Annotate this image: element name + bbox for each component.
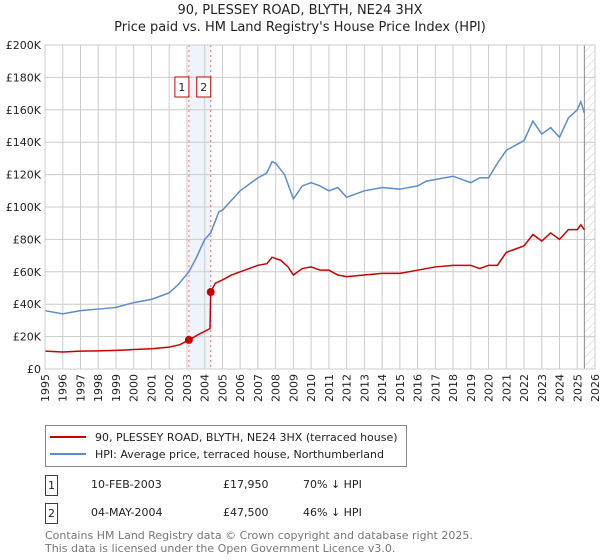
transaction-date: 04-MAY-2004 [91, 506, 163, 519]
x-tick-label: 2005 [216, 374, 229, 402]
x-tick-label: 2012 [341, 374, 354, 402]
y-tick-label: £60K [13, 266, 42, 279]
y-tick-label: £0 [27, 363, 41, 376]
transaction-price: £47,500 [223, 506, 269, 519]
x-tick-label: 2001 [145, 374, 158, 402]
y-tick-label: £140K [6, 136, 42, 149]
legend-label: 90, PLESSEY ROAD, BLYTH, NE24 3HX (terra… [95, 430, 398, 444]
chart-subtitle: Price paid vs. HM Land Registry's House … [114, 20, 486, 35]
x-tick-label: 1998 [92, 374, 105, 402]
transaction-price: £17,950 [223, 478, 269, 491]
x-tick-label: 2023 [536, 374, 549, 402]
x-tick-label: 2016 [412, 374, 425, 402]
annotation-label: 2 [200, 81, 207, 94]
x-tick-label: 1997 [74, 374, 87, 402]
sale-point [184, 335, 193, 344]
x-tick-label: 2019 [465, 374, 478, 402]
x-tick-label: 1999 [110, 374, 123, 402]
y-tick-label: £160K [6, 104, 42, 117]
x-tick-label: 2007 [252, 374, 265, 402]
x-tick-label: 2026 [589, 374, 600, 402]
chart-title: 90, PLESSEY ROAD, BLYTH, NE24 3HX [177, 3, 423, 18]
x-tick-label: 2015 [394, 374, 407, 402]
transaction-date: 10-FEB-2003 [91, 478, 162, 491]
series-line-property [44, 223, 585, 353]
legend-item-property: 90, PLESSEY ROAD, BLYTH, NE24 3HX (terra… [50, 429, 398, 445]
annotation-label: 1 [178, 81, 185, 94]
x-tick-label: 2006 [234, 374, 247, 402]
x-tick-label: 2018 [447, 374, 460, 402]
transaction-marker: 1 [45, 475, 58, 496]
x-tick-label: 2000 [128, 374, 141, 402]
x-tick-label: 2017 [429, 374, 442, 402]
y-tick-label: £20K [13, 331, 42, 344]
transaction-marker: 2 [45, 503, 58, 524]
transaction-hpi: 46% ↓ HPI [303, 506, 362, 519]
y-tick-label: £180K [6, 71, 42, 84]
x-tick-label: 2004 [199, 374, 212, 402]
y-tick-label: £100K [6, 201, 42, 214]
plot-border [44, 44, 596, 370]
x-tick-label: 2003 [181, 374, 194, 402]
legend: 90, PLESSEY ROAD, BLYTH, NE24 3HX (terra… [45, 425, 407, 467]
y-tick-label: £200K [6, 39, 42, 52]
x-tick-label: 2010 [305, 374, 318, 402]
annotation-box [174, 76, 190, 98]
y-tick-label: £40K [13, 298, 42, 311]
series-line-hpi [44, 99, 586, 315]
transaction-hpi: 70% ↓ HPI [303, 478, 362, 491]
x-tick-label: 2013 [358, 374, 371, 402]
legend-item-hpi: HPI: Average price, terraced house, Nort… [50, 446, 384, 462]
x-tick-label: 2022 [518, 374, 531, 402]
x-tick-label: 2025 [571, 374, 584, 402]
x-tick-label: 2020 [483, 374, 496, 402]
footer: Contains HM Land Registry data © Crown c… [45, 529, 473, 555]
legend-swatch [50, 436, 86, 438]
legend-swatch [50, 453, 86, 455]
x-tick-label: 2008 [270, 374, 283, 402]
x-tick-label: 2009 [287, 374, 300, 402]
y-tick-label: £120K [6, 169, 42, 182]
x-tick-label: 1996 [57, 374, 70, 402]
x-tick-label: 2021 [500, 374, 513, 402]
y-tick-label: £80K [13, 233, 42, 246]
footer-line: This data is licensed under the Open Gov… [45, 542, 396, 555]
price-chart: 1995 1996 1997 1998 1999 2000 2001 2002 2003 2004… [6, 39, 600, 402]
x-tick-label: 2011 [323, 374, 336, 402]
sale-point [206, 288, 215, 297]
x-tick-label: 1995 [39, 374, 52, 402]
x-tick-label: 2024 [554, 374, 567, 402]
annotation-box [196, 76, 212, 98]
x-tick-label: 2002 [163, 374, 176, 402]
footer-line: Contains HM Land Registry data © Crown c… [45, 529, 473, 542]
x-tick-label: 2014 [376, 374, 389, 402]
legend-label: HPI: Average price, terraced house, Nort… [95, 447, 384, 461]
